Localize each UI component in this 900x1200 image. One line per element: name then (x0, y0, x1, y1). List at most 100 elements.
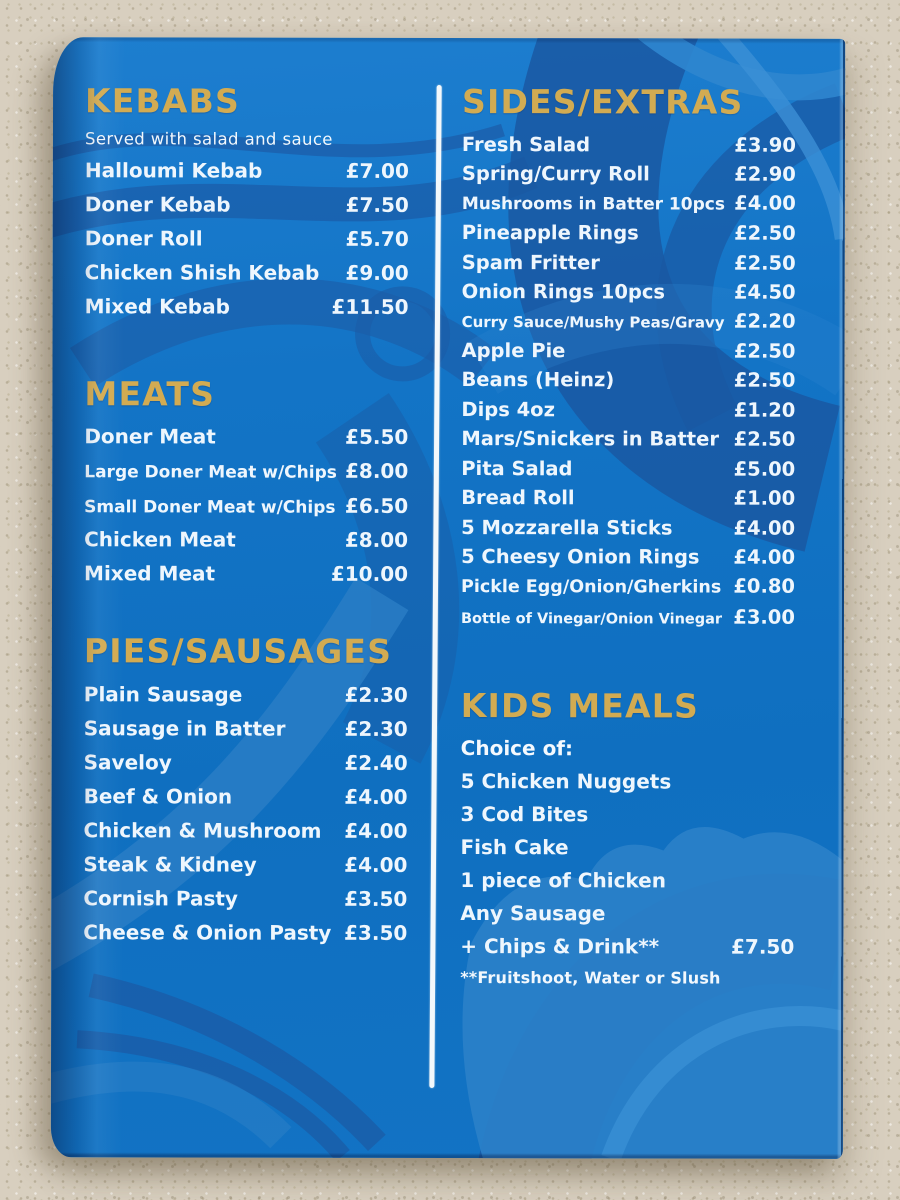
item-name: Beef & Onion (83, 784, 233, 809)
menu-section-kids: KIDS MEALS Choice of: 5 Chicken Nuggets 3 C… (460, 686, 795, 988)
item-price: £3.50 (344, 886, 408, 911)
menu-item-row: Doner Roll £5.70 (84, 225, 409, 251)
item-price: £2.40 (344, 750, 408, 775)
item-name: Fish Cake (460, 835, 569, 860)
section-intro: Choice of: (460, 736, 574, 761)
item-price: £2.20 (733, 310, 796, 334)
item-name: 5 Chicken Nuggets (460, 769, 672, 794)
item-price: £5.50 (345, 424, 409, 450)
item-price: £8.00 (344, 458, 409, 484)
menu-item-row: Any Sausage (460, 901, 794, 926)
item-name: 5 Mozzarella Sticks (461, 515, 673, 540)
item-price: £4.00 (344, 818, 408, 843)
menu-item-row: Halloumi Kebab £7.00 (85, 158, 409, 183)
item-name: Cheese & Onion Pasty (83, 920, 332, 945)
menu-item-row: Fish Cake (460, 835, 794, 860)
menu-item-row: Doner Meat £5.50 (84, 424, 409, 450)
item-name: 1 piece of Chicken (460, 868, 667, 893)
item-name: Pickle Egg/Onion/Gherkins (461, 577, 722, 598)
item-name: Mars/Snickers in Batter (461, 427, 719, 451)
menu-item-row: 5 Cheesy Onion Rings £4.00 (461, 545, 796, 569)
item-price: £0.80 (733, 575, 796, 599)
menu-item-row: Pita Salad £5.00 (461, 457, 795, 481)
item-price: £3.50 (344, 920, 408, 945)
menu-page: KEBABS Served with salad and sauce Halloum… (50, 37, 846, 1159)
item-price: £2.90 (734, 162, 796, 186)
item-name: Spring/Curry Roll (461, 162, 650, 186)
item-name: Small Doner Meat w/Chips (84, 496, 336, 518)
menu-item-row: Apple Pie £2.50 (461, 338, 795, 363)
item-name: Sausage in Batter (83, 716, 286, 741)
menu-item-row: 3 Cod Bites (461, 802, 795, 827)
item-price: £4.00 (733, 545, 796, 569)
menu-item-row: Fresh Salad £3.90 (461, 132, 796, 157)
menu-item-row: Steak & Kidney £4.00 (83, 852, 408, 877)
menu-item-row: Saveloy £2.40 (83, 750, 408, 775)
left-column: KEBABS Served with salad and sauce Halloum… (83, 81, 409, 956)
item-name: Bottle of Vinegar/Onion Vinegar (460, 610, 723, 628)
item-price: £7.00 (345, 158, 409, 183)
item-price: £4.00 (344, 852, 408, 877)
menu-item-row: Mixed Kebab £11.50 (84, 293, 409, 319)
menu-item-row: Mars/Snickers in Batter £2.50 (461, 427, 795, 451)
menu-item-row: 5 Mozzarella Sticks £4.00 (461, 515, 795, 540)
item-name: Mushrooms in Batter 10pcs (461, 194, 725, 216)
item-price: £3.00 (733, 605, 795, 629)
item-name: Doner Kebab (84, 191, 231, 217)
menu-section-kebabs: KEBABS Served with salad and sauce Halloum… (85, 81, 409, 318)
item-name: Onion Rings 10pcs (461, 280, 666, 304)
item-price: £2.50 (733, 368, 796, 393)
menu-item-row: Mushrooms in Batter 10pcs £4.00 (461, 192, 796, 216)
item-name: Beans (Heinz) (461, 368, 615, 392)
item-name: Mixed Meat (84, 561, 216, 586)
item-price: £7.50 (730, 934, 795, 959)
item-name: Apple Pie (461, 338, 566, 363)
item-name: Dips 4oz (461, 397, 555, 422)
item-price: £9.00 (345, 260, 409, 285)
item-name: Plain Sausage (83, 682, 243, 707)
item-price: £2.50 (734, 221, 796, 245)
item-name: Chicken Shish Kebab (84, 259, 320, 285)
item-name: Chicken & Mushroom (83, 818, 322, 843)
section-footnote: **Fruitshoot, Water or Slush (460, 968, 721, 988)
menu-item-row: Doner Kebab £7.50 (84, 191, 409, 217)
menu-item-row: Bottle of Vinegar/Onion Vinegar £3.00 (460, 605, 795, 629)
menu-item-row: Pickle Egg/Onion/Gherkins £0.80 (461, 575, 795, 598)
section-title: MEATS (84, 373, 216, 414)
menu-item-row: Beef & Onion £4.00 (83, 784, 408, 809)
item-name: Saveloy (83, 750, 172, 775)
item-name: Fresh Salad (461, 132, 591, 156)
item-price: £5.70 (345, 226, 409, 251)
item-name: Pineapple Rings (461, 221, 639, 245)
item-name: Mixed Kebab (84, 293, 230, 319)
item-name: Spam Fritter (461, 250, 600, 274)
section-title: SIDES/EXTRAS (461, 82, 744, 122)
menu-item-row: Bread Roll £1.00 (461, 486, 795, 510)
section-title: KEBABS (84, 81, 241, 121)
menu-item-row: Chicken Meat £8.00 (84, 528, 409, 553)
item-price: £1.20 (733, 398, 796, 422)
section-title: KIDS MEALS (460, 685, 700, 726)
section-note: Served with salad and sauce (84, 128, 333, 149)
item-name: Doner Roll (84, 225, 203, 251)
section-title: PIES/SAUSAGES (83, 631, 393, 672)
item-price: £11.50 (331, 294, 409, 319)
item-price: £6.50 (344, 493, 409, 518)
menu-item-row: Spring/Curry Roll £2.90 (461, 162, 796, 186)
menu-section-sides: SIDES/EXTRAS Fresh Salad £3.90 Spring/Curry… (461, 82, 796, 628)
item-price: £4.50 (733, 280, 796, 304)
menu-item-row: Sausage in Batter £2.30 (83, 716, 408, 741)
item-price: £2.30 (344, 682, 408, 707)
item-price: £4.00 (734, 192, 796, 216)
item-name: + Chips & Drink** (460, 934, 660, 959)
menu-item-row: Beans (Heinz) £2.50 (461, 368, 796, 393)
item-name: Curry Sauce/Mushy Peas/Gravy (461, 313, 725, 333)
menu-section-meats: MEATS Doner Meat £5.50 Large Doner Meat w/C… (84, 374, 408, 586)
menu-item-row: 5 Chicken Nuggets (460, 769, 795, 794)
menu-item-row: Plain Sausage £2.30 (83, 682, 408, 707)
item-name: Bread Roll (461, 486, 575, 510)
menu-item-row: Chicken & Mushroom £4.00 (83, 818, 408, 843)
menu-item-row: Curry Sauce/Mushy Peas/Gravy £2.20 (461, 310, 796, 334)
item-price: £8.00 (344, 528, 409, 553)
